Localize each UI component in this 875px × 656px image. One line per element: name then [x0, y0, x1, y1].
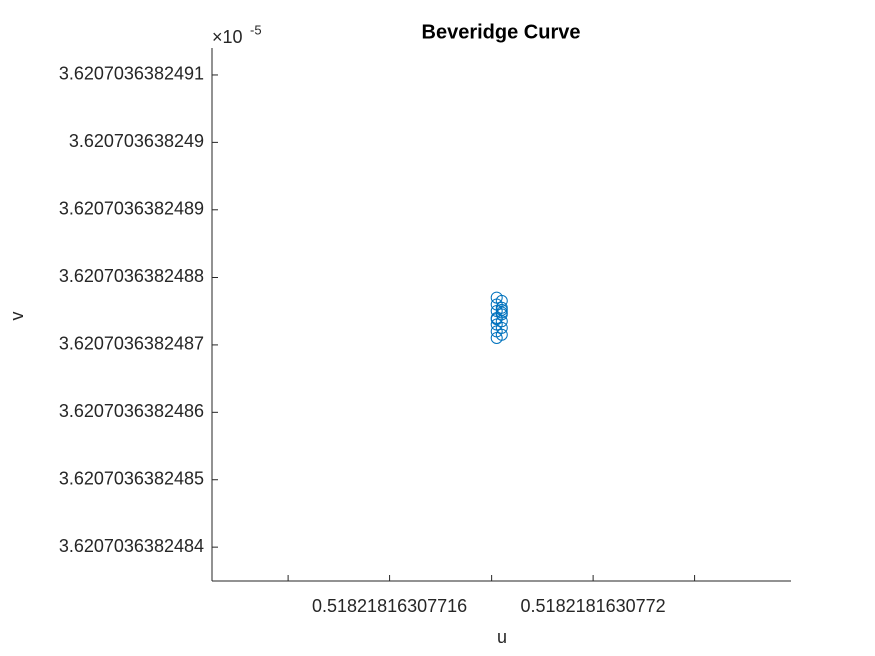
y-tick-label: 3.620703638249: [69, 131, 204, 151]
y-multiplier: ×10: [212, 27, 243, 47]
scatter-point: [495, 306, 508, 319]
scatter-point: [495, 303, 508, 316]
y-tick-label: 3.6207036382491: [59, 64, 204, 84]
chart-title: Beveridge Curve: [422, 21, 581, 43]
x-tick-label: 0.51821816307716: [312, 596, 467, 616]
y-exponent: -5: [250, 22, 262, 37]
y-tick-label: 3.6207036382488: [59, 266, 204, 286]
y-tick-label: 3.6207036382489: [59, 199, 204, 219]
scatter-point: [490, 332, 503, 345]
x-axis-label: u: [497, 627, 507, 647]
y-tick-label: 3.6207036382487: [59, 334, 204, 354]
y-tick-label: 3.6207036382486: [59, 401, 204, 421]
x-tick-label: 0.5182181630772: [521, 596, 666, 616]
y-tick-label: 3.6207036382484: [59, 536, 204, 556]
y-axis-label: v: [7, 312, 27, 321]
y-tick-label: 3.6207036382485: [59, 468, 204, 488]
